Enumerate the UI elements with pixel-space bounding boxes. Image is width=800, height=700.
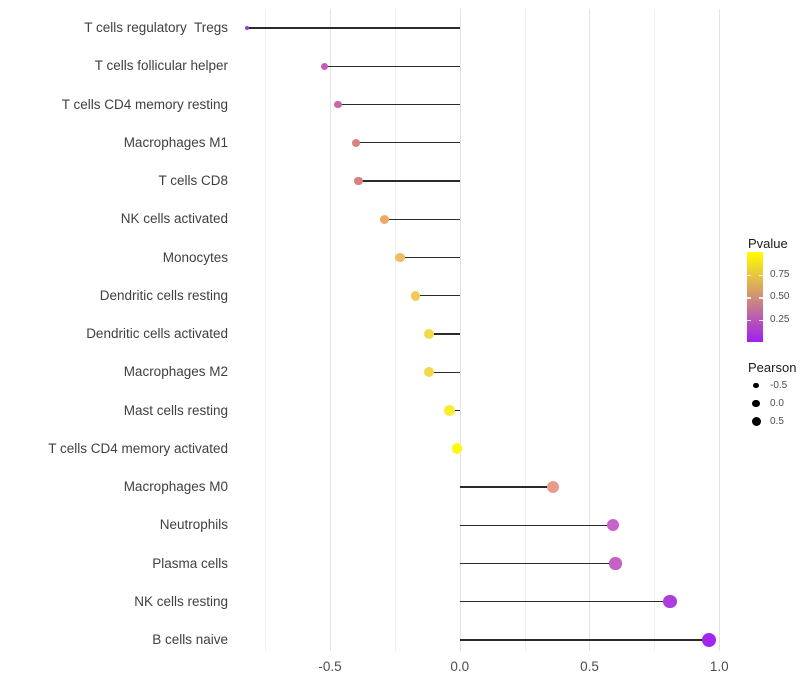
colorbar-tick-label: 0.75 <box>770 269 790 280</box>
x-axis-tick-label: 0.0 <box>450 659 470 674</box>
category-label: Macrophages M1 <box>123 134 228 150</box>
category-label: T cells follicular helper <box>94 58 228 74</box>
lollipop-point <box>423 329 434 339</box>
x-axis-tick-label: 1.0 <box>709 659 729 674</box>
lollipop-point <box>423 367 434 378</box>
gridline-minor <box>394 9 396 651</box>
pvalue-colorbar <box>747 252 763 342</box>
colorbar-tick <box>759 297 763 299</box>
pearson-size-dot <box>752 399 760 408</box>
lollipop-point <box>395 252 405 263</box>
lollipop-stem <box>459 562 616 565</box>
category-label: T cells CD4 memory resting <box>61 96 228 112</box>
lollipop-stem <box>246 27 460 29</box>
pearson-size-dot <box>751 416 761 426</box>
colorbar-tick <box>747 297 751 299</box>
lollipop-point <box>663 595 677 609</box>
lollipop-point <box>351 138 361 147</box>
lollipop-stem <box>358 180 460 182</box>
x-axis-tick-label: 0.5 <box>580 659 599 674</box>
lollipop-point <box>333 100 342 109</box>
x-axis-tick-label: -0.5 <box>318 659 342 674</box>
lollipop-point <box>444 405 455 416</box>
lollipop-stem <box>324 65 460 67</box>
gridline-major <box>330 9 331 651</box>
category-label: NK cells resting <box>134 593 228 609</box>
lollipop-point <box>701 632 717 648</box>
category-label: B cells naive <box>152 632 228 647</box>
pearson-size-dot <box>753 382 759 389</box>
pearson-legend-title: Pearson <box>748 360 797 375</box>
lollipop-stem <box>428 371 460 373</box>
pearson-size-label: 0.0 <box>770 398 784 409</box>
pearson-size-label: 0.5 <box>770 415 784 427</box>
lollipop-stem <box>428 333 460 335</box>
lollipop-stem <box>355 142 460 144</box>
lollipop-point <box>451 443 463 455</box>
category-label: NK cells activated <box>120 211 228 227</box>
gridline-minor <box>265 9 267 651</box>
lollipop-point <box>606 519 619 532</box>
pvalue-legend-title: Pvalue <box>748 236 788 251</box>
lollipop-stem <box>459 601 670 603</box>
category-label: T cells CD4 memory activated <box>48 440 228 456</box>
lollipop-stem <box>449 409 460 412</box>
gridline-major <box>459 9 461 651</box>
lollipop-point <box>410 290 421 301</box>
colorbar-tick-label: 0.25 <box>770 314 790 325</box>
lollipop-point <box>321 62 329 70</box>
lollipop-stem <box>415 295 460 297</box>
lollipop-stem <box>384 218 460 220</box>
lollipop-point <box>609 557 622 570</box>
category-label: T cells CD8 <box>158 173 228 188</box>
colorbar-tick-label: 0.50 <box>770 291 790 302</box>
category-label: Plasma cells <box>152 555 228 571</box>
lollipop-point <box>547 481 560 493</box>
gridline-minor <box>524 9 526 651</box>
category-label: Neutrophils <box>159 517 228 533</box>
colorbar-tick <box>747 319 751 321</box>
category-label: Dendritic cells resting <box>99 287 228 303</box>
lollipop-point <box>354 176 363 186</box>
lollipop-point <box>244 25 250 31</box>
category-label: Dendritic cells activated <box>86 326 228 341</box>
gridline-major <box>589 9 591 651</box>
gridline-minor <box>654 9 656 651</box>
category-label: Mast cells resting <box>123 402 228 418</box>
lollipop-point <box>379 214 389 224</box>
colorbar-tick <box>747 274 751 276</box>
gridline-major <box>719 9 721 651</box>
category-label: Macrophages M0 <box>123 479 228 494</box>
colorbar-tick <box>759 274 763 276</box>
category-label: T cells regulatory Tregs <box>84 20 228 35</box>
lollipop-stem <box>459 486 554 488</box>
lollipop-stem <box>459 524 613 526</box>
lollipop-stem <box>337 103 460 106</box>
pearson-size-label: -0.5 <box>770 380 788 391</box>
lollipop-stem <box>400 256 460 259</box>
category-label: Monocytes <box>162 249 228 265</box>
colorbar-tick <box>759 319 763 321</box>
category-label: Macrophages M2 <box>123 364 228 380</box>
lollipop-stem <box>459 639 709 641</box>
